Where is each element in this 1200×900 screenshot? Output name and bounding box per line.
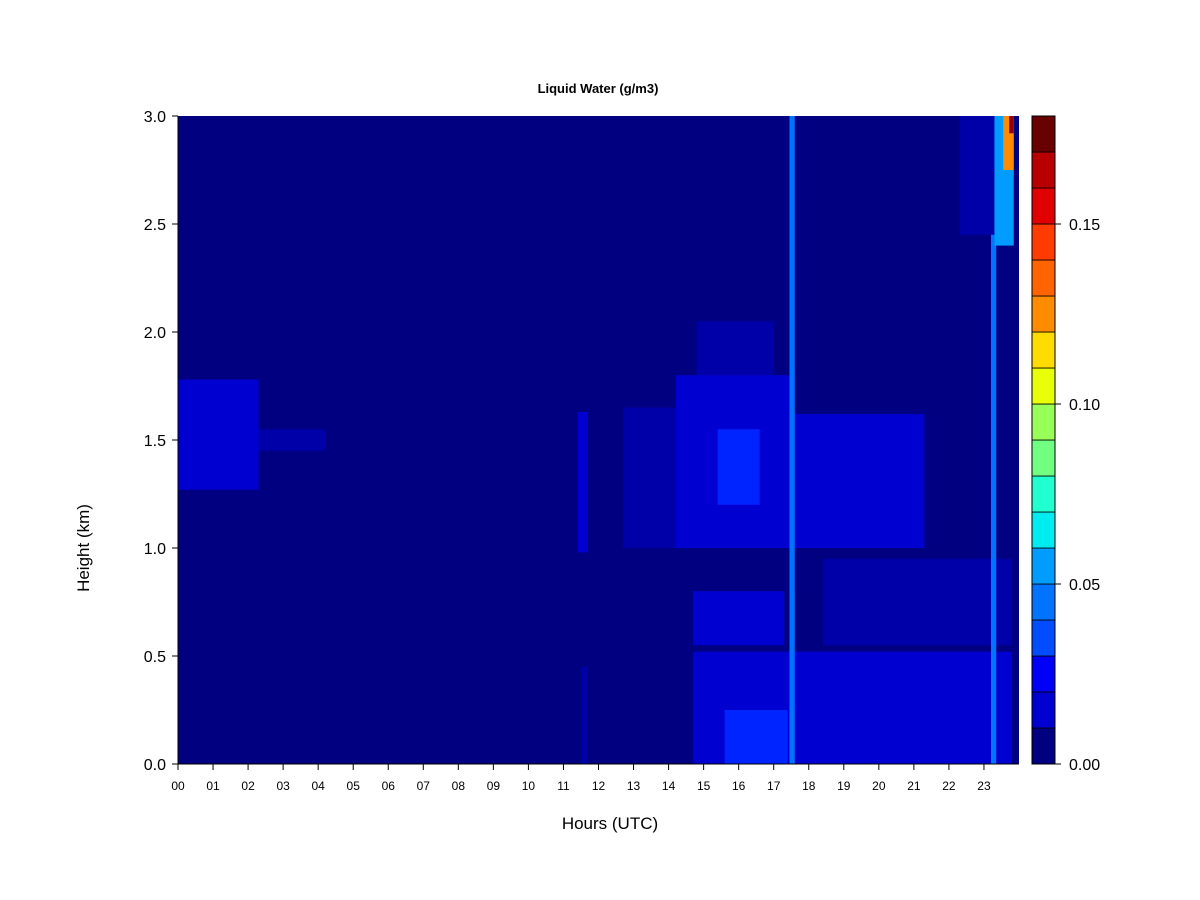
heatmap-cell: [724, 710, 788, 764]
y-tick-label: 0.0: [144, 757, 166, 774]
colorbar-frame: [1031, 115, 1056, 765]
colorbar-tick-label: 0.05: [1069, 577, 1100, 594]
x-tick-label: 22: [942, 779, 956, 793]
x-tick-label: 19: [837, 779, 851, 793]
x-tick-label: 02: [241, 779, 255, 793]
colorbar-swatch: [1031, 547, 1056, 585]
y-tick-label: 2.0: [144, 325, 166, 342]
heatmap-cell: [789, 116, 795, 764]
x-tick-label: 04: [311, 779, 325, 793]
heatmap-cell: [696, 321, 774, 376]
y-tick-label: 2.5: [144, 217, 166, 234]
colorbar-swatch: [1031, 583, 1056, 621]
colorbar-swatch: [1031, 295, 1056, 333]
heatmap-cell: [178, 379, 259, 490]
heatmap-cell: [822, 558, 1012, 646]
x-tick-label: 20: [872, 779, 886, 793]
x-tick-label: 18: [802, 779, 816, 793]
colorbar-swatch: [1031, 691, 1056, 729]
x-tick-label: 05: [347, 779, 361, 793]
colorbar-swatch: [1031, 259, 1056, 297]
x-tick-label: 00: [171, 779, 185, 793]
colorbar-swatch: [1031, 727, 1056, 765]
x-tick-label: 03: [276, 779, 290, 793]
colorbar-swatch: [1031, 439, 1056, 477]
x-tick-label: 16: [732, 779, 746, 793]
heatmap-cell: [959, 116, 995, 235]
x-tick-label: 23: [977, 779, 991, 793]
heatmap-cell: [1009, 116, 1014, 134]
x-tick-label: 15: [697, 779, 711, 793]
colorbar-swatch: [1031, 475, 1056, 513]
heatmap-cell: [1003, 116, 1014, 170]
colorbar: 0.00 0.05 0.10 0.15: [1031, 115, 1100, 774]
heatmap-cell: [258, 429, 326, 451]
colorbar-tick-label: 0.15: [1069, 217, 1100, 234]
heatmap-cell: [794, 414, 925, 548]
heatmap-cell: [623, 407, 676, 548]
colorbar-swatch: [1031, 223, 1056, 261]
x-tick-label: 10: [522, 779, 536, 793]
colorbar-swatch: [1031, 115, 1056, 153]
x-tick-label: 09: [487, 779, 501, 793]
colorbar-swatch: [1031, 619, 1056, 657]
heatmap-cell: [580, 666, 588, 764]
heatmap-cell: [717, 429, 760, 505]
x-tick-label: 12: [592, 779, 606, 793]
y-tick-label: 0.5: [144, 649, 166, 666]
x-tick-label: 07: [417, 779, 431, 793]
plot-area: [178, 116, 1019, 764]
y-axis-label: Height (km): [74, 504, 93, 592]
colorbar-swatch: [1031, 331, 1056, 369]
colorbar-swatch: [1031, 403, 1056, 441]
y-tick-label: 3.0: [144, 109, 166, 126]
y-axis: 0.0 0.5 1.0 1.5 2.0 2.5 3.0: [144, 109, 179, 774]
heatmap-cell: [693, 591, 785, 646]
colorbar-swatch: [1031, 511, 1056, 549]
colorbar-swatch: [1031, 655, 1056, 693]
chart-title: Liquid Water (g/m3): [538, 81, 659, 96]
y-tick-label: 1.5: [144, 433, 166, 450]
x-tick-label: 21: [907, 779, 921, 793]
x-tick-label: 14: [662, 779, 676, 793]
colorbar-swatch: [1031, 367, 1056, 405]
x-axis: 00 01 02 03 04 05 06 07 08 09 10 11 12 13 14 15 16 17 18 19…: [171, 763, 1019, 793]
x-tick-label: 08: [452, 779, 466, 793]
colorbar-tick-label: 0.10: [1069, 397, 1100, 414]
colorbar-tick-label: 0.00: [1069, 757, 1100, 774]
colorbar-swatch: [1031, 187, 1056, 225]
x-axis-label: Hours (UTC): [562, 814, 658, 833]
x-tick-label: 17: [767, 779, 781, 793]
colorbar-swatch: [1031, 151, 1056, 189]
x-tick-label: 06: [382, 779, 396, 793]
heatmap-cell: [990, 116, 997, 764]
x-tick-label: 13: [627, 779, 641, 793]
x-tick-label: 01: [206, 779, 220, 793]
heatmap-cell: [577, 411, 588, 553]
y-tick-label: 1.0: [144, 541, 166, 558]
x-tick-label: 11: [557, 779, 570, 793]
